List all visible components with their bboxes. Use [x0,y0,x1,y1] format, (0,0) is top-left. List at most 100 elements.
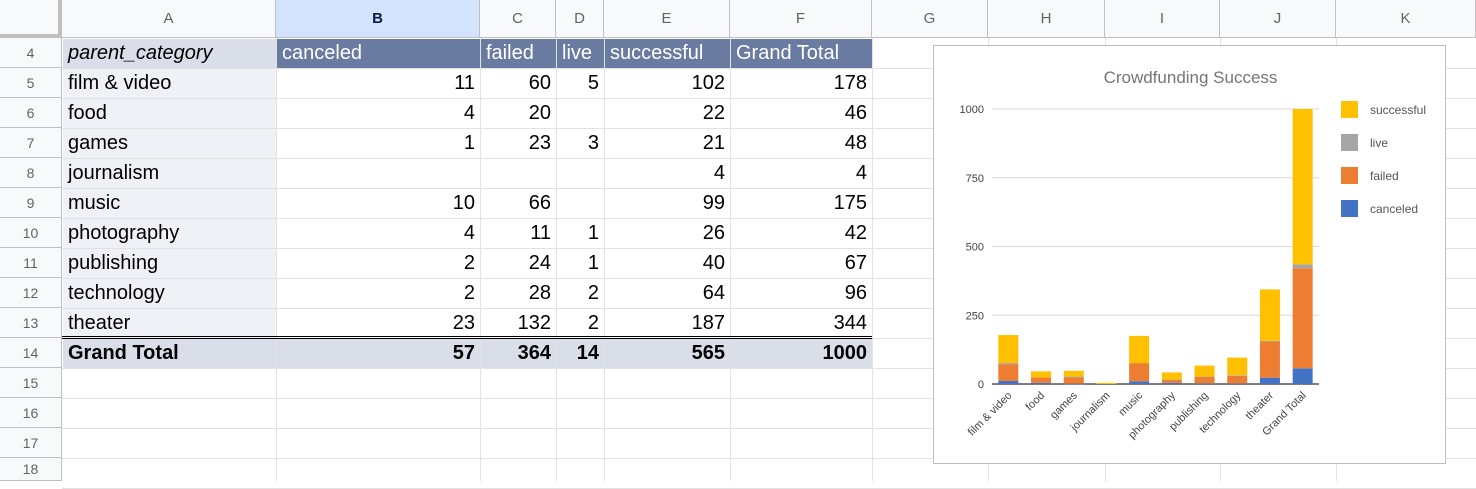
row-header-9[interactable]: 9 [0,188,62,218]
pivot-value-cell[interactable]: 66 [528,192,551,214]
pivot-value-cell[interactable]: 2 [587,282,599,304]
pivot-value-cell[interactable]: 4 [855,162,867,184]
row-header-11[interactable]: 11 [0,248,62,278]
pivot-row-label[interactable]: publishing [63,249,276,278]
pivot-value-cell[interactable]: 60 [528,72,551,94]
pivot-value-cell[interactable]: 23 [528,132,551,154]
column-header-a[interactable]: A [62,0,276,38]
pivot-value-cell[interactable]: 4 [463,222,475,244]
pivot-value-cell[interactable]: 67 [844,252,867,274]
pivot-value-cell[interactable]: 4 [713,162,725,184]
pivot-value-cell[interactable] [277,159,480,188]
row-header-17[interactable]: 17 [0,428,62,458]
pivot-value-cell[interactable]: 21 [702,132,725,154]
grand-total-value[interactable]: 14 [557,339,604,368]
grand-total-label[interactable]: Grand Total [63,339,276,368]
pivot-value-cell[interactable]: 132 [517,312,551,334]
row-header-12[interactable]: 12 [0,278,62,308]
pivot-value-cell[interactable]: 48 [844,132,867,154]
column-header-g[interactable]: G [872,0,988,38]
pivot-value-cell[interactable]: 344 [833,312,867,334]
pivot-row-label[interactable]: games [63,129,276,158]
row-header-6[interactable]: 6 [0,98,62,128]
legend-item-canceled[interactable]: canceled [1341,200,1418,217]
pivot-value-cell[interactable]: 187 [691,312,725,334]
column-header-k[interactable]: K [1336,0,1476,38]
pivot-value-cell[interactable]: 175 [833,192,867,214]
pivot-value-cell[interactable]: 1 [463,132,475,154]
pivot-value-cell[interactable]: 3 [587,132,599,154]
legend-item-successful[interactable]: successful [1341,101,1426,118]
chart-container[interactable]: Crowdfunding Success 0 250 500 750 1000 film … [933,45,1446,464]
column-header-d[interactable]: D [556,0,604,38]
pivot-value-cell[interactable]: 99 [702,192,725,214]
pivot-value-cell[interactable] [557,189,604,218]
pivot-value-cell[interactable]: 2 [587,312,599,334]
pivot-value-cell[interactable]: 2 [463,252,475,274]
pivot-value-cell[interactable]: 2 [463,282,475,304]
pivot-row-label[interactable]: music [63,189,276,218]
grand-total-value[interactable]: 364 [481,339,556,368]
select-all-corner[interactable] [0,0,62,38]
column-header-e[interactable]: E [604,0,730,38]
row-header-15[interactable]: 15 [0,368,62,398]
pivot-header-cell[interactable]: Grand Total [731,39,872,68]
column-header-j[interactable]: J [1220,0,1336,38]
column-header-h[interactable]: H [988,0,1105,38]
pivot-row-label[interactable]: theater [63,309,276,338]
column-header-b[interactable]: B [276,0,480,38]
pivot-row-label[interactable]: photography [63,219,276,248]
grand-total-value[interactable]: 565 [605,339,730,368]
pivot-value-cell[interactable]: 4 [463,102,475,124]
pivot-header-cell[interactable]: live [557,39,604,68]
pivot-value-cell[interactable]: 10 [452,192,475,214]
pivot-value-cell[interactable]: 5 [587,72,599,94]
pivot-value-cell[interactable]: 23 [452,312,475,334]
column-header-i[interactable]: I [1105,0,1220,38]
pivot-value-cell[interactable]: 40 [702,252,725,274]
pivot-value-cell[interactable] [481,159,556,188]
pivot-row-label[interactable]: food [63,99,276,128]
pivot-row-label[interactable]: film & video [63,69,276,98]
pivot-value-cell[interactable]: 11 [530,222,551,244]
grand-total-value[interactable]: 57 [277,339,480,368]
pivot-value-cell[interactable]: 46 [844,102,867,124]
pivot-value-cell[interactable] [557,99,604,128]
pivot-value-cell[interactable]: 1 [587,252,599,274]
row-header-16[interactable]: 16 [0,398,62,428]
row-header-4[interactable]: 4 [0,38,62,68]
pivot-value-cell[interactable]: 11 [454,72,475,94]
pivot-header-cell[interactable]: failed [481,39,556,68]
row-header-18[interactable]: 18 [0,458,62,481]
pivot-header-cell[interactable]: canceled [277,39,480,68]
row-header-10[interactable]: 10 [0,218,62,248]
row-header-14[interactable]: 14 [0,338,62,368]
row-header-5[interactable]: 5 [0,68,62,98]
pivot-value-cell[interactable]: 26 [702,222,725,244]
pivot-value-cell[interactable]: 1 [587,222,599,244]
pivot-value-cell[interactable]: 24 [528,252,551,274]
pivot-value-cell[interactable]: 178 [833,72,867,94]
row-header-8[interactable]: 8 [0,158,62,188]
pivot-value-cell[interactable]: 28 [528,282,551,304]
column-header-c[interactable]: C [480,0,556,38]
legend-item-live[interactable]: live [1341,134,1388,151]
pivot-header-cell[interactable]: successful [605,39,730,68]
grand-total-value[interactable]: 1000 [731,339,872,368]
pivot-value-cell[interactable]: 22 [702,102,725,124]
pivot-value-cell[interactable]: 42 [844,222,867,244]
pivot-value-cell[interactable] [557,159,604,188]
pivot-value-cell[interactable]: 96 [844,282,867,304]
pivot-value-cell[interactable]: 102 [691,72,725,94]
row-header-7[interactable]: 7 [0,128,62,158]
legend-item-failed[interactable]: failed [1341,167,1399,184]
pivot-header-cell[interactable]: parent_category [63,39,276,68]
column-header-f[interactable]: F [730,0,872,38]
gridline [556,38,557,481]
pivot-value-cell[interactable]: 20 [528,102,551,124]
pivot-row-label[interactable]: journalism [63,159,276,188]
row-header-13[interactable]: 13 [0,308,62,338]
bar-segment-live [1194,376,1215,378]
pivot-row-label[interactable]: technology [63,279,276,308]
pivot-value-cell[interactable]: 64 [702,282,725,304]
